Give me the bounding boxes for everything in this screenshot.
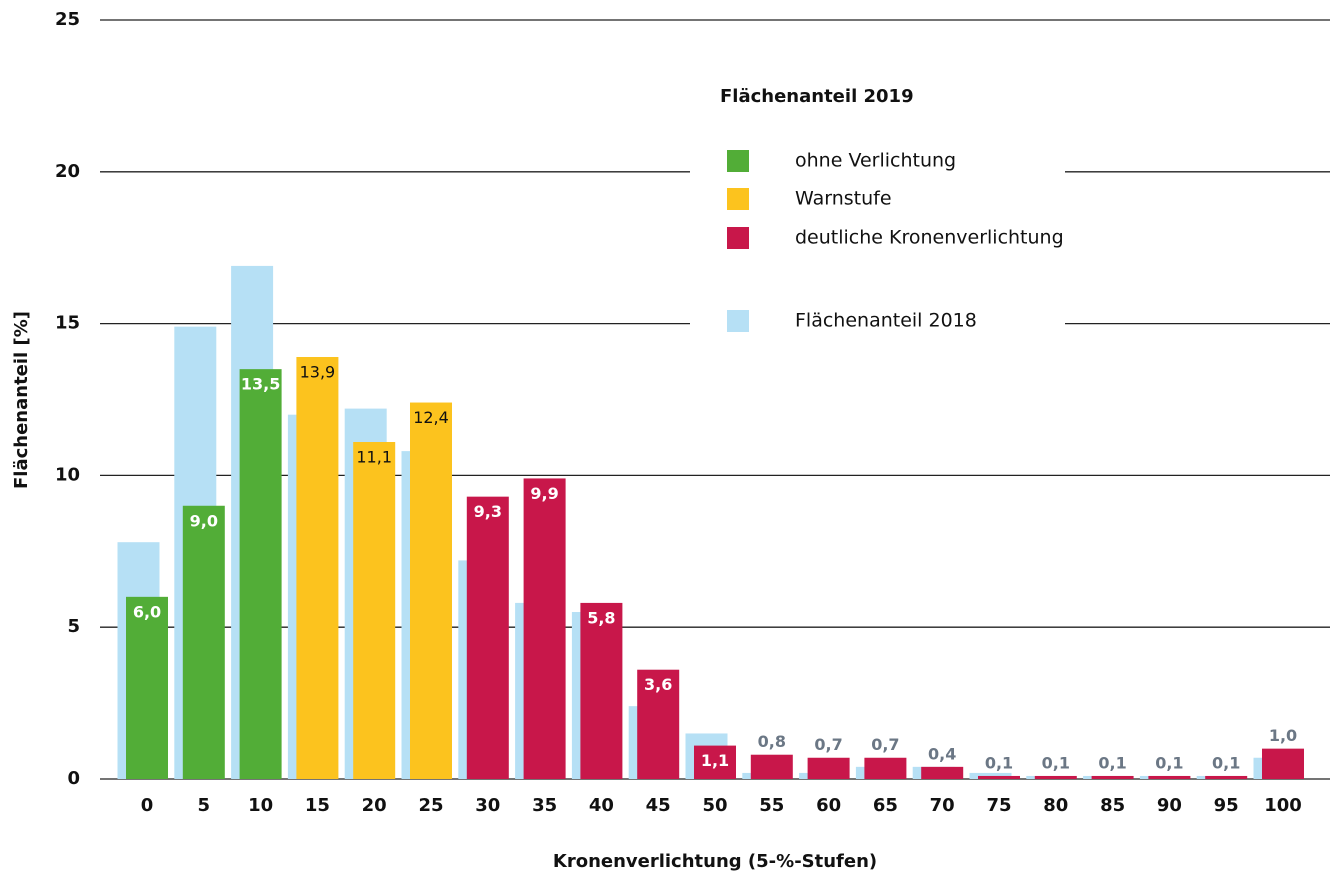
value-label: 0,1 — [1098, 753, 1126, 772]
bar-2019 — [466, 496, 509, 779]
legend-label: deutliche Kronenverlichtung — [795, 227, 1064, 249]
x-tick-label: 20 — [362, 795, 387, 816]
value-label: 1,0 — [1269, 726, 1297, 745]
value-label: 12,4 — [413, 408, 449, 427]
legend-box — [690, 75, 1065, 345]
bar-2019 — [1091, 775, 1134, 779]
value-label: 0,8 — [758, 732, 786, 751]
bar-2019 — [182, 505, 225, 779]
legend-swatch — [727, 188, 749, 210]
bar-2019 — [1148, 775, 1191, 779]
legend-swatch — [727, 150, 749, 172]
x-tick-label: 85 — [1100, 795, 1125, 816]
bar-2019 — [1262, 748, 1304, 779]
bar-2019 — [637, 669, 680, 779]
value-label: 0,1 — [1042, 753, 1070, 772]
value-label: 9,0 — [190, 511, 218, 530]
bar-2019 — [921, 766, 964, 779]
x-tick-label: 65 — [873, 795, 898, 816]
x-tick-label: 100 — [1264, 795, 1302, 816]
y-tick-label: 10 — [55, 464, 80, 485]
y-tick-label: 20 — [55, 161, 80, 182]
x-tick-label: 10 — [248, 795, 273, 816]
value-label: 3,6 — [644, 675, 672, 694]
x-tick-label: 45 — [646, 795, 671, 816]
x-tick-label: 60 — [816, 795, 841, 816]
legend-title: Flächenanteil 2019 — [720, 86, 914, 107]
x-tick-label: 70 — [930, 795, 955, 816]
x-tick-label: 5 — [198, 795, 211, 816]
bar-2019 — [239, 369, 282, 779]
value-label: 0,4 — [928, 744, 956, 763]
x-tick-label: 75 — [986, 795, 1011, 816]
bar-2019 — [1034, 775, 1077, 779]
legend-label: Flächenanteil 2018 — [795, 310, 977, 332]
x-axis-label: Kronenverlichtung (5-%-Stufen) — [553, 851, 877, 872]
legend-swatch — [727, 310, 749, 332]
x-tick-label: 50 — [702, 795, 727, 816]
value-label: 13,5 — [241, 375, 280, 394]
value-label: 5,8 — [587, 608, 615, 627]
value-label: 0,7 — [871, 735, 899, 754]
legend-swatch — [727, 227, 749, 249]
x-tick-label: 55 — [759, 795, 784, 816]
bar-2019 — [126, 596, 168, 779]
x-tick-label: 35 — [532, 795, 557, 816]
y-tick-label: 5 — [67, 616, 80, 637]
y-tick-label: 25 — [55, 9, 80, 30]
legend-label: ohne Verlichtung — [795, 150, 956, 172]
value-label: 11,1 — [356, 448, 392, 467]
bar-2019 — [353, 442, 396, 779]
x-tick-label: 40 — [589, 795, 614, 816]
y-axis-label: Flächenanteil [%] — [11, 311, 32, 489]
bar-2019 — [750, 754, 793, 779]
bar-2019 — [410, 402, 452, 779]
value-label: 9,9 — [530, 484, 558, 503]
x-tick-label: 95 — [1214, 795, 1239, 816]
bar-2019 — [978, 775, 1020, 779]
bar-2019 — [296, 356, 339, 779]
value-label: 0,7 — [814, 735, 842, 754]
x-tick-label: 80 — [1043, 795, 1068, 816]
x-tick-label: 0 — [141, 795, 154, 816]
value-label: 9,3 — [474, 502, 502, 521]
x-tick-label: 25 — [418, 795, 443, 816]
bar-2019 — [864, 757, 907, 779]
bar-2019 — [580, 602, 623, 779]
x-tick-label: 15 — [305, 795, 330, 816]
y-tick-label: 15 — [55, 313, 80, 334]
bar-2019 — [1205, 775, 1248, 779]
bar-2019 — [807, 757, 850, 779]
legend-label: Warnstufe — [795, 188, 892, 210]
value-label: 6,0 — [133, 602, 161, 621]
value-label: 0,1 — [1155, 753, 1183, 772]
value-label: 13,9 — [300, 362, 336, 381]
y-tick-label: 0 — [67, 768, 80, 789]
x-tick-label: 90 — [1157, 795, 1182, 816]
bar-2019 — [694, 745, 736, 779]
x-tick-label: 30 — [475, 795, 500, 816]
value-label: 0,1 — [1212, 753, 1240, 772]
bar-2019 — [523, 478, 566, 779]
value-label: 0,1 — [985, 753, 1013, 772]
value-label: 1,1 — [701, 751, 729, 770]
